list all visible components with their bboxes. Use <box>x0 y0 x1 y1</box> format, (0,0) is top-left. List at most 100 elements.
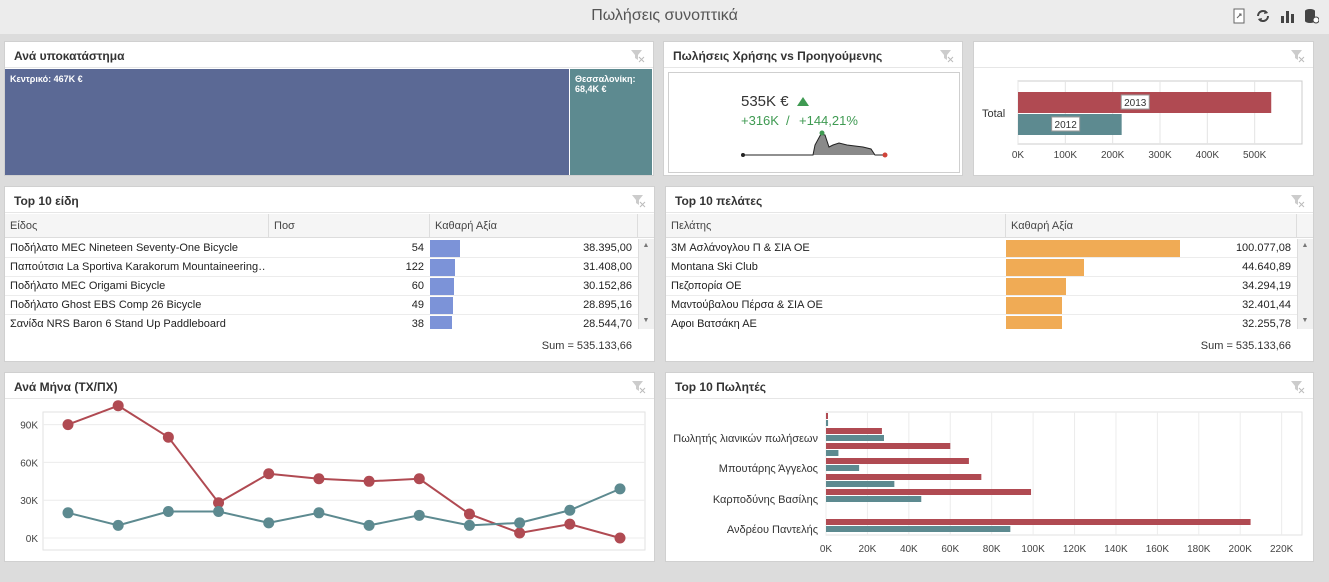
column-header-value[interactable]: Καθαρή Αξία <box>1006 214 1297 238</box>
data-point[interactable] <box>313 473 325 485</box>
seller-bar[interactable] <box>826 474 982 480</box>
table-row: Μαντούβαλου Πέρσα & ΣΙΑ ΟΕ 32.401,44 <box>666 296 1297 315</box>
products-grid-body: Ποδήλατο MEC Nineteen Seventy-One Bicycl… <box>5 239 638 329</box>
data-point[interactable] <box>463 508 475 520</box>
scroll-up-icon[interactable]: ▲ <box>1301 242 1309 249</box>
seller-bar[interactable] <box>826 481 895 487</box>
data-point[interactable] <box>213 497 225 509</box>
monthly-line-chart[interactable]: 0K 30K 60K 90K <box>5 400 654 561</box>
qty-cell: 38 <box>411 318 424 329</box>
treemap-tile[interactable]: Θεσσαλονίκη: 68,4K € <box>570 69 653 175</box>
branch-title: Ανά υποκατάστημα <box>14 49 125 63</box>
x-tick-label: 180K <box>1187 544 1211 555</box>
value-cell: 28.544,70 <box>583 318 632 329</box>
refresh-icon[interactable] <box>1255 8 1271 24</box>
seller-bar[interactable] <box>826 489 1032 495</box>
chart-icon[interactable] <box>1279 8 1295 24</box>
data-point[interactable] <box>112 519 124 531</box>
seller-bar[interactable] <box>826 496 922 502</box>
kpi-sparkline <box>741 130 888 158</box>
kpi-card[interactable]: 535K € +316K / +144,21% <box>668 72 960 173</box>
clear-filter-icon[interactable] <box>1289 47 1305 63</box>
clear-filter-icon[interactable] <box>630 192 646 208</box>
data-point[interactable] <box>363 519 375 531</box>
seller-bar[interactable] <box>826 465 860 471</box>
treemap-tile[interactable]: Κεντρικό: 467K € <box>5 69 570 175</box>
column-header-item[interactable]: Είδος <box>5 214 269 238</box>
treemap-tile-label: Θεσσαλονίκη: 68,4K € <box>575 74 636 94</box>
branch-treemap[interactable]: Κεντρικό: 467K € Θεσσαλονίκη: 68,4K € <box>5 69 653 175</box>
products-title: Top 10 είδη <box>14 194 79 208</box>
x-tick-label: 60K <box>941 544 959 555</box>
data-point[interactable] <box>162 506 174 518</box>
sellers-bar-chart[interactable]: 0K 20K 40K 60K 80K 100K 120K 140K 160K 180K 200K 22… <box>666 400 1313 561</box>
clear-filter-icon[interactable] <box>938 47 954 63</box>
data-point[interactable] <box>263 517 275 529</box>
clear-filter-icon[interactable] <box>629 47 645 63</box>
table-row: Παπούτσια La Sportiva Karakorum Mountain… <box>5 258 638 277</box>
seller-label: Πωλητής λιανικών πωλήσεων <box>673 433 818 445</box>
scroll-down-icon[interactable]: ▼ <box>1301 317 1309 324</box>
clear-filter-icon[interactable] <box>1289 378 1305 394</box>
seller-bar[interactable] <box>826 450 839 456</box>
data-point[interactable] <box>413 473 425 485</box>
seller-bar[interactable] <box>826 420 829 426</box>
value-bar <box>430 316 452 329</box>
up-arrow-icon <box>797 97 809 106</box>
data-point[interactable] <box>263 468 275 480</box>
data-point[interactable] <box>363 475 375 487</box>
value-bar <box>1006 240 1180 257</box>
seller-bar[interactable] <box>826 526 1011 532</box>
data-point[interactable] <box>463 519 475 531</box>
data-point[interactable] <box>313 507 325 519</box>
seller-bar[interactable] <box>826 458 969 464</box>
customers-scrollbar[interactable]: ▲ ▼ <box>1297 239 1313 329</box>
clear-filter-icon[interactable] <box>630 378 646 394</box>
clear-filter-icon[interactable] <box>1289 192 1305 208</box>
data-point[interactable] <box>112 400 124 412</box>
x-tick-label: 140K <box>1104 544 1128 555</box>
bar-label: 2012 <box>1055 120 1078 131</box>
x-tick-label: 120K <box>1063 544 1087 555</box>
products-sum: Sum = 535.133,66 <box>541 340 632 352</box>
value-cell: 32.401,44 <box>1242 299 1291 311</box>
item-name-cell: Ποδήλατο Ghost EBS Comp 26 Bicycle <box>10 299 202 311</box>
y-tick-label: 60K <box>20 458 38 469</box>
data-point[interactable] <box>213 506 225 518</box>
y-tick-label: 90K <box>20 421 38 432</box>
value-bar <box>1006 316 1062 329</box>
data-point[interactable] <box>564 518 576 530</box>
column-header-customer[interactable]: Πελάτης <box>666 214 1006 238</box>
data-point[interactable] <box>514 527 526 539</box>
data-point[interactable] <box>413 509 425 521</box>
data-point[interactable] <box>614 483 626 495</box>
seller-bar[interactable] <box>826 443 951 449</box>
value-bar <box>430 259 455 276</box>
table-row: Πεζοπορία ΟΕ 34.294,19 <box>666 277 1297 296</box>
qty-cell: 49 <box>411 299 424 311</box>
database-icon[interactable] <box>1303 8 1320 24</box>
seller-bar[interactable] <box>826 519 1251 525</box>
customers-sum: Sum = 535.133,66 <box>1200 340 1291 352</box>
column-header-qty[interactable]: Ποσ <box>269 214 430 238</box>
data-point[interactable] <box>614 532 626 544</box>
data-point[interactable] <box>564 504 576 516</box>
item-name-cell: Ποδήλατο MEC Origami Bicycle <box>10 280 166 292</box>
scroll-down-icon[interactable]: ▼ <box>642 317 650 324</box>
data-point[interactable] <box>162 431 174 443</box>
seller-bar[interactable] <box>826 413 828 419</box>
seller-bar[interactable] <box>826 435 884 441</box>
plot-area <box>825 411 1303 536</box>
data-point[interactable] <box>62 419 74 431</box>
qty-cell: 60 <box>411 280 424 292</box>
scroll-up-icon[interactable]: ▲ <box>642 242 650 249</box>
products-scrollbar[interactable]: ▲ ▼ <box>638 239 654 329</box>
table-row: Montana Ski Club 44.640,89 <box>666 258 1297 277</box>
column-header-value[interactable]: Καθαρή Αξία <box>430 214 638 238</box>
year-bar-chart[interactable]: 0K 100K 200K 300K 400K 500K Total 2013 2012 <box>974 69 1313 175</box>
data-point[interactable] <box>514 517 526 529</box>
seller-bar[interactable] <box>826 428 882 434</box>
dashboard-title: Πωλήσεις συνοπτικά <box>591 7 738 24</box>
export-icon[interactable] <box>1231 8 1247 24</box>
data-point[interactable] <box>62 507 74 519</box>
